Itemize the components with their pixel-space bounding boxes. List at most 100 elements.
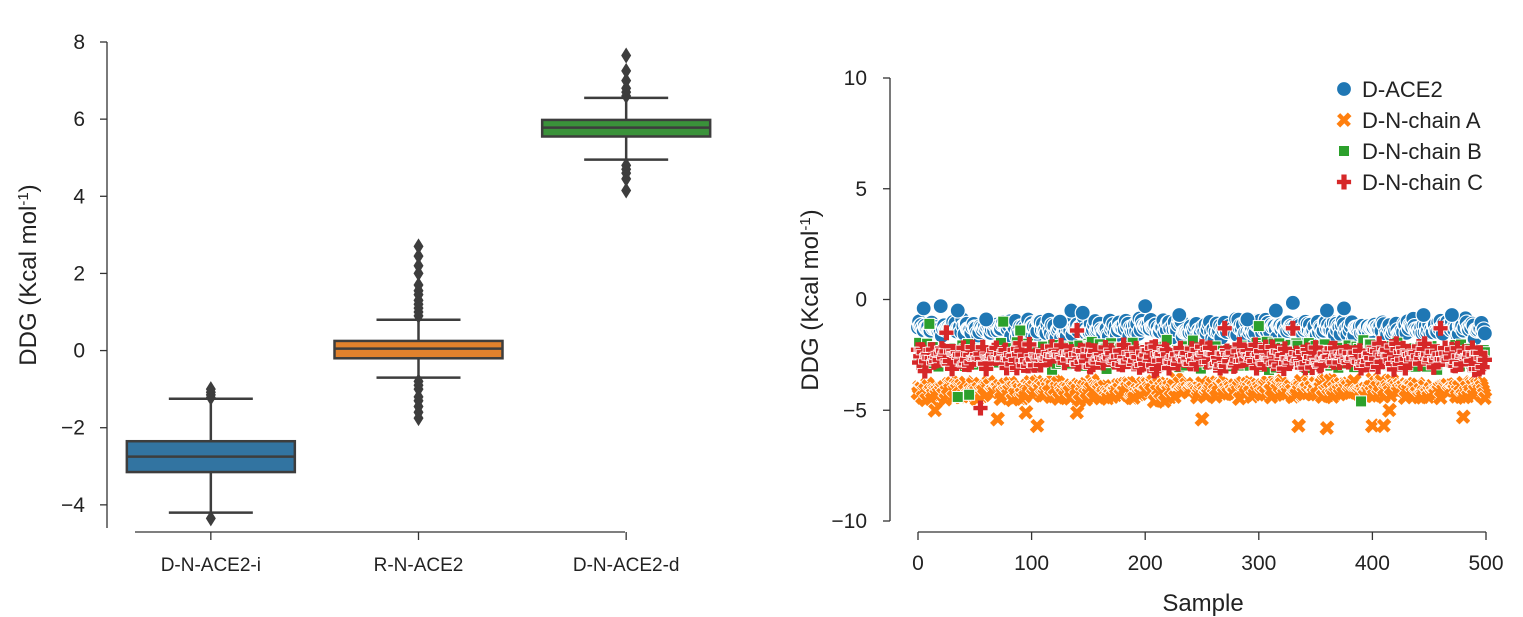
boxplot-y-title-main: DDG (Kcal mol <box>15 206 42 366</box>
scatter-x-axis-title: Sample <box>1162 590 1243 617</box>
boxplot-y-tick-label: 8 <box>73 31 85 54</box>
boxplot-y-title-sup: -1 <box>15 192 32 205</box>
scatter-point <box>1476 325 1493 342</box>
boxplot-y-tick-label: −2 <box>61 417 85 440</box>
scatter-y-tick-label: 10 <box>844 67 867 90</box>
scatter-point <box>997 315 1010 328</box>
legend-marker-circle <box>1335 80 1353 98</box>
boxplot-y-axis: −4 −2 0 2 4 6 8 <box>61 31 108 528</box>
scatter-x-tick-label: 0 <box>912 552 924 575</box>
scatter-point-bar <box>1437 320 1444 336</box>
scatter-point-bar <box>1222 320 1228 336</box>
scatter-y-axis: −10 −5 0 5 10 <box>831 67 891 533</box>
scatter-point <box>1014 324 1027 337</box>
boxplot-x-tick-label: R-N-ACE2 <box>374 555 464 576</box>
scatter-point-bar <box>977 400 984 416</box>
scatter-point <box>949 302 966 319</box>
box-outlier <box>621 182 632 199</box>
scatter-series-d-n-chain-a <box>909 370 1493 437</box>
scatter-marks <box>909 294 1493 437</box>
scatter-point <box>1290 417 1307 434</box>
box-outlier <box>621 47 632 64</box>
scatter-point <box>1443 306 1461 324</box>
scatter-y-title-sup: -1 <box>797 217 814 230</box>
legend-marker-x <box>1335 111 1353 129</box>
scatter-x-tick-label: 300 <box>1241 552 1276 575</box>
boxplot-y-tick-label: 2 <box>73 262 85 285</box>
box-outlier <box>621 157 632 174</box>
box-outlier <box>205 381 216 398</box>
scatter-point-bar <box>1074 323 1080 339</box>
scatter-point <box>1074 304 1091 321</box>
scatter-point <box>1318 419 1336 437</box>
scatter-point <box>963 388 976 401</box>
legend-marker-square <box>1338 145 1350 157</box>
scatter-point <box>1193 411 1211 428</box>
box-outlier <box>621 72 632 89</box>
scatter-point <box>1318 302 1336 319</box>
scatter-point <box>1239 311 1256 328</box>
scatter-point <box>951 390 964 403</box>
scatter-point-bar <box>1482 352 1488 368</box>
legend-label: D-N-chain C <box>1362 170 1483 195</box>
scatter-x-tick-label: 400 <box>1355 552 1390 575</box>
scatter-y-tick-label: −5 <box>843 399 867 422</box>
boxplot-y-tick-label: 4 <box>73 185 85 208</box>
box-outlier <box>205 510 216 527</box>
scatter-point <box>1355 395 1368 408</box>
boxplot-marks <box>125 47 712 527</box>
scatter-point <box>1267 302 1284 319</box>
scatter-x-tick-label: 200 <box>1128 552 1163 575</box>
boxplot-y-axis-title: DDG (Kcal mol-1) <box>15 184 43 365</box>
scatter-point <box>1415 306 1432 324</box>
legend-label: D-N-chain B <box>1362 139 1482 164</box>
scatter-y-tick-label: −10 <box>831 510 867 533</box>
box-outlier <box>413 248 424 265</box>
scatter-panel: −10 −5 0 5 10 0 100 200 300 400 500 DDG (Kcal mol… <box>797 67 1504 617</box>
legend-label: D-N-chain A <box>1362 108 1481 133</box>
legend-marker-plus <box>1336 174 1352 190</box>
scatter-point <box>989 411 1006 428</box>
scatter-point-bar <box>943 325 949 341</box>
boxplot-x-axis: D-N-ACE2-i R-N-ACE2 D-N-ACE2-d <box>135 531 680 576</box>
box-r-n-ace2 <box>333 238 504 427</box>
scatter-y-title-close: ) <box>797 209 824 217</box>
boxplot-x-tick-label: D-N-ACE2-d <box>573 555 680 576</box>
scatter-x-tick-label: 100 <box>1014 552 1049 575</box>
boxplot-y-title-close: ) <box>15 184 42 192</box>
boxplot-y-tick-label: 6 <box>73 108 85 131</box>
scatter-y-axis-title: DDG (Kcal mol-1) <box>797 209 825 390</box>
box-d-n-ace2-i <box>125 381 297 527</box>
scatter-x-tick-label: 500 <box>1468 552 1503 575</box>
scatter-point <box>978 311 995 328</box>
box-outlier <box>413 277 424 293</box>
scatter-legend: D-ACE2 D-N-chain A D-N-chain B D-N-chain C <box>1335 77 1483 195</box>
scatter-point <box>1335 300 1353 317</box>
legend-label: D-ACE2 <box>1362 77 1443 102</box>
boxplot-x-tick-label: D-N-ACE2-i <box>161 555 261 576</box>
box-outlier <box>413 257 424 274</box>
scatter-point <box>915 300 932 317</box>
scatter-y-tick-label: 5 <box>855 178 867 201</box>
scatter-point <box>1171 306 1188 324</box>
legend-marker-plus-bar <box>1341 174 1347 190</box>
box-outlier <box>621 62 632 79</box>
box-outlier <box>413 238 424 255</box>
scatter-x-axis: 0 100 200 300 400 500 <box>912 531 1504 575</box>
boxplot-panel: −4 −2 0 2 4 6 8 D-N-ACE2-i R-N-ACE2 D-N-ACE2-d D… <box>15 31 712 576</box>
box-outlier <box>413 373 424 390</box>
scatter-point <box>1252 320 1265 333</box>
scatter-y-tick-label: 0 <box>855 289 867 312</box>
scatter-point <box>1455 408 1472 425</box>
boxplot-y-tick-label: −4 <box>61 494 85 517</box>
scatter-point <box>1284 294 1301 311</box>
scatter-point <box>932 298 949 315</box>
scatter-point <box>923 317 936 330</box>
boxplot-y-tick-label: 0 <box>73 340 85 363</box>
scatter-point-bar <box>1290 320 1296 336</box>
scatter-y-title-main: DDG (Kcal mol <box>797 231 824 391</box>
box-d-n-ace2-d <box>540 47 712 199</box>
scatter-point <box>1137 298 1154 315</box>
scatter-point <box>1051 313 1069 330</box>
